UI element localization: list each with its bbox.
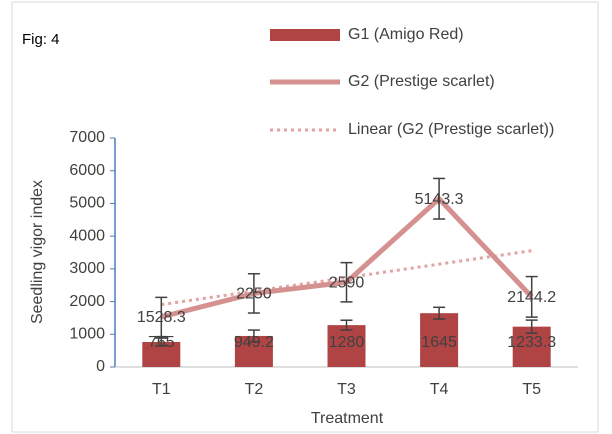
- y-tick-label: 5000: [69, 195, 105, 212]
- x-tick-label: T2: [245, 381, 264, 398]
- x-tick-label: T1: [152, 381, 171, 398]
- data-label: 2144.2: [507, 289, 556, 306]
- x-tick-label: T5: [522, 381, 541, 398]
- data-label: 765: [148, 334, 175, 351]
- legend-label: Linear (G2 (Prestige scarlet)): [348, 121, 554, 138]
- y-axis-title: Seedling vigor index: [29, 180, 46, 324]
- y-tick-label: 3000: [69, 260, 105, 277]
- figure-label: Fig: 4: [22, 31, 60, 48]
- y-tick-label: 7000: [69, 129, 105, 146]
- y-tick-label: 0: [96, 358, 105, 375]
- y-tick-label: 1000: [69, 326, 105, 343]
- y-tick-label: 2000: [69, 293, 105, 310]
- data-label: 2250: [236, 286, 272, 303]
- data-label: 5143.3: [415, 191, 464, 208]
- data-label: 1645: [421, 334, 457, 351]
- data-label: 949.2: [234, 334, 274, 351]
- legend-label: G2 (Prestige scarlet): [348, 73, 495, 90]
- y-tick-label: 6000: [69, 162, 105, 179]
- data-label: 2590: [329, 274, 365, 291]
- data-label: 1280: [329, 334, 365, 351]
- x-tick-label: T4: [430, 381, 449, 398]
- frame: [11, 1, 599, 433]
- legend-swatch: [270, 29, 340, 41]
- bar: [327, 325, 366, 367]
- bar: [420, 313, 459, 367]
- data-label: 1528.3: [137, 309, 186, 326]
- legend-label: G1 (Amigo Red): [348, 26, 464, 43]
- x-axis-title: Treatment: [311, 410, 384, 427]
- data-label: 1233.3: [507, 334, 556, 351]
- x-tick-label: T3: [337, 381, 356, 398]
- y-tick-label: 4000: [69, 227, 105, 244]
